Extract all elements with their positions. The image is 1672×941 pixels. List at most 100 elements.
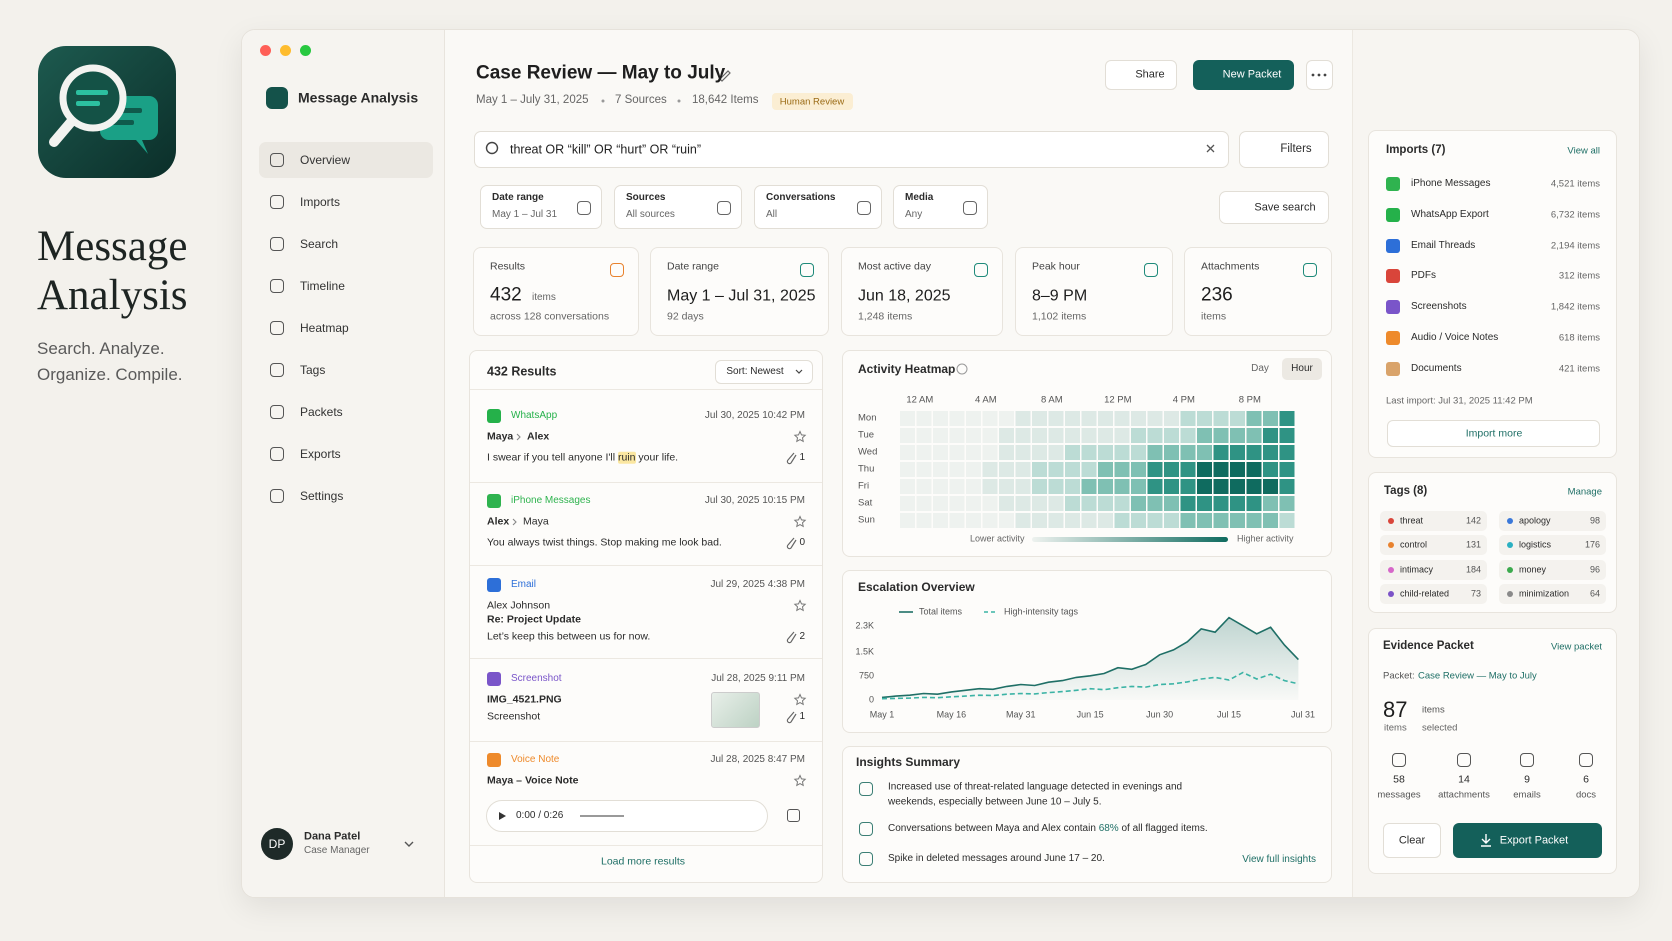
more-button[interactable] [1306,60,1333,90]
tag-chip[interactable] [1380,511,1487,531]
packet-stat-label: attachments [1438,789,1490,801]
nav-item[interactable]: Search [300,236,339,251]
nav-item[interactable]: Overview [300,152,351,167]
source-icon [487,578,501,592]
facet-icon [963,201,977,215]
stop-button[interactable] [787,809,800,822]
import-count: 1,842 items [1550,301,1600,313]
button-label[interactable]: Export Packet [1499,833,1569,846]
nav-item[interactable]: Settings [300,488,344,503]
import-name: iPhone Messages [1411,178,1491,189]
attachment-count: 0 [799,537,805,548]
link[interactable]: View all [1567,145,1600,157]
highlight: ruin [617,451,636,464]
import-icon [1386,238,1400,253]
hour-label: 8 AM [1040,394,1063,406]
panel-title: Tags (8) [1384,485,1428,498]
facet-value: All [766,209,778,220]
nav-item[interactable]: Timeline [300,278,345,293]
window-control[interactable] [260,45,271,56]
nav-icon [270,321,284,335]
legend-label: Higher activity [1237,533,1294,544]
facet[interactable] [614,185,742,229]
x-tick-label: Jul 15 [1216,709,1241,720]
toggle[interactable]: Hour [1291,363,1313,374]
import-count: 4,521 items [1550,178,1600,190]
import-more-button[interactable] [1387,420,1600,447]
facet[interactable] [893,185,988,229]
import-count: 6,732 items [1550,209,1600,221]
import-name: Documents [1411,362,1462,374]
file-name: IMG_4521.PNG [487,693,562,706]
escalation-panel [842,570,1332,733]
nav-icon [270,447,284,461]
toggle[interactable]: Day [1251,363,1269,374]
button-label[interactable]: Save search [1254,200,1316,213]
facet[interactable] [754,185,882,229]
new-packet-button[interactable] [1193,60,1294,90]
tag-chip[interactable] [1380,535,1487,556]
load-more[interactable]: Load more results [600,855,686,868]
save-search-button[interactable] [1219,191,1329,224]
tag-name: child-related [1400,588,1450,599]
window-control[interactable] [280,45,291,56]
facet-icon [857,201,871,215]
brand-name: Message Analysis [298,89,419,106]
tag-chip[interactable] [1499,511,1606,531]
button-label[interactable]: Sort: Newest [726,366,784,377]
share-button[interactable] [1105,60,1177,90]
link[interactable]: View full insights [1242,854,1316,865]
nav-item[interactable]: Packets [300,404,343,419]
tag-chip[interactable] [1380,559,1487,580]
tag-chip[interactable] [1499,583,1606,604]
search-bar[interactable] [474,131,1229,168]
hour-label: 4 PM [1172,394,1195,406]
facet[interactable] [480,185,602,229]
packet-stat-value: 14 [1458,773,1470,786]
clear-button[interactable] [1383,823,1441,858]
tag-chip[interactable] [1380,583,1487,604]
tag-chip[interactable] [1499,535,1606,556]
button-label[interactable]: Filters [1280,143,1312,156]
app-tagline: Search. Analyze. Organize. Compile. [37,339,183,384]
separator [470,565,822,566]
nav-item[interactable]: Exports [300,446,341,461]
panel-title: Insights Summary [856,754,961,769]
import-count: 312 items [1558,270,1600,282]
link[interactable]: View packet [1550,641,1602,653]
source-name: Screenshot [511,673,562,684]
button-label[interactable]: Import more [1465,427,1523,440]
nav-item[interactable]: Heatmap [300,320,349,335]
legend-label: High-intensity tags [1004,606,1079,617]
timestamp: Jul 30, 2025 10:15 PM [704,495,805,506]
nav-icon [270,279,284,293]
separator [470,741,822,742]
nav-item[interactable]: Tags [300,362,326,377]
button-label[interactable]: Clear [1398,833,1426,846]
audio-player [486,800,768,832]
stat-label: Attachments [1201,260,1260,273]
hour-label: 8 PM [1238,394,1261,406]
stat-card [1184,247,1332,336]
packet-stat-value: 6 [1583,773,1589,786]
facet-label: Conversations [766,192,836,203]
window-control[interactable] [300,45,311,56]
x-tick-label: May 1 [869,709,895,720]
nav-item[interactable]: Imports [300,194,341,209]
stat-card [841,247,1003,336]
button-label[interactable]: New Packet [1222,68,1282,81]
button-label[interactable]: Share [1135,68,1165,81]
source-name: iPhone Messages [511,495,591,506]
packet-stat-icon [1392,753,1406,767]
x-tick-label: May 31 [1006,709,1036,720]
x-tick-label: May 16 [936,709,967,720]
export-button[interactable] [1453,823,1602,858]
tag-chip[interactable] [1499,559,1606,580]
hour-label: 4 AM [974,394,997,406]
source-icon [487,409,501,423]
stat-sub: 1,102 items [1032,310,1087,323]
link[interactable]: Manage [1567,486,1602,498]
facet-value: All sources [626,209,675,220]
app-icon [38,46,176,178]
filters-button[interactable] [1239,131,1329,168]
